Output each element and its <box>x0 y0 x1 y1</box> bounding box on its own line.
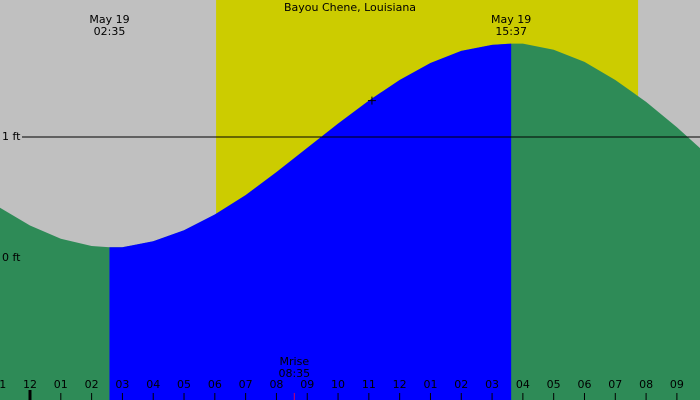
x-tick-label: 01 <box>54 378 68 391</box>
extreme-date: May 19 <box>491 13 531 26</box>
x-tick-label: 09 <box>670 378 684 391</box>
x-tick-label: 06 <box>208 378 222 391</box>
chart-title: Bayou Chene, Louisiana <box>284 1 416 14</box>
x-tick-label: 02 <box>454 378 468 391</box>
x-tick-label: 09 <box>300 378 314 391</box>
y-tick-label: 0 ft <box>2 251 21 264</box>
x-tick-label: 12 <box>23 378 37 391</box>
x-tick-label: 07 <box>608 378 622 391</box>
x-tick-label: 10 <box>331 378 345 391</box>
x-tick-label: 11 <box>362 378 376 391</box>
x-tick-label: 11 <box>0 378 6 391</box>
extreme-time: 15:37 <box>495 25 527 38</box>
x-tick-label: 08 <box>639 378 653 391</box>
x-tick-label: 12 <box>393 378 407 391</box>
x-tick-label: 04 <box>146 378 160 391</box>
x-tick-label: 05 <box>177 378 191 391</box>
x-tick-label: 03 <box>115 378 129 391</box>
x-tick-label: 07 <box>239 378 253 391</box>
extreme-time: 02:35 <box>94 25 126 38</box>
x-tick-label: 08 <box>269 378 283 391</box>
moonrise-time: 08:35 <box>278 367 310 380</box>
now-marker <box>367 96 376 105</box>
x-tick-label: 06 <box>577 378 591 391</box>
x-tick-label: 05 <box>547 378 561 391</box>
x-tick-label: 04 <box>516 378 530 391</box>
moonrise-label: Mrise <box>280 355 310 368</box>
extreme-date: May 19 <box>89 13 129 26</box>
x-tick-label: 03 <box>485 378 499 391</box>
y-tick-label: 1 ft <box>2 130 21 143</box>
x-tick-label: 02 <box>85 378 99 391</box>
x-tick-label: 01 <box>423 378 437 391</box>
tide-area-rising <box>109 43 512 400</box>
